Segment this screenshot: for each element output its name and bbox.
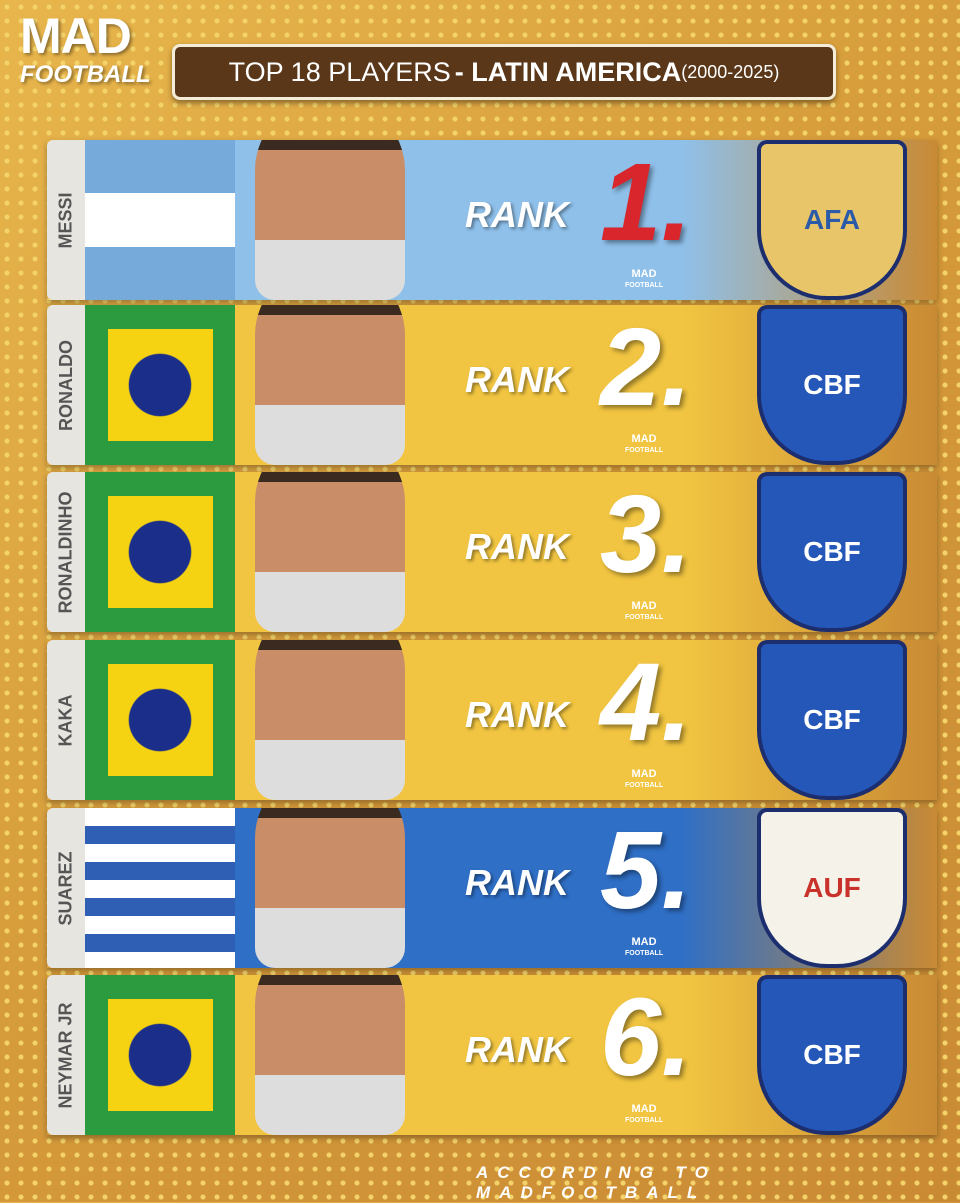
watermark-line2: FOOTBALL <box>625 447 664 454</box>
federation-badge-icon: AUF <box>757 808 907 968</box>
rank-band: RANK 4. MAD FOOTBALL CBF <box>85 640 937 800</box>
watermark-line2: FOOTBALL <box>625 950 664 957</box>
rank-band: RANK 5. MAD FOOTBALL AUF <box>85 808 937 968</box>
rank-band: RANK 6. MAD FOOTBALL CBF <box>85 975 937 1135</box>
rank-label: RANK <box>465 194 569 235</box>
watermark: MAD FOOTBALL <box>625 768 663 790</box>
watermark-line1: MAD <box>631 936 657 948</box>
player-name: RONALDO <box>55 339 76 431</box>
watermark-line1: MAD <box>631 268 657 280</box>
federation-badge-icon: CBF <box>757 640 907 800</box>
player-photo <box>255 305 405 465</box>
footer-credit: ACCORDING TO MADFOOTBALL <box>476 1163 717 1202</box>
watermark-line1: MAD <box>631 768 657 780</box>
badge-text: AUF <box>803 872 861 903</box>
madfootball-logo: MAD FOOTBALL <box>20 10 151 88</box>
rank-label: RANK <box>465 1029 569 1070</box>
rank-band: RANK 3. MAD FOOTBALL CBF <box>85 472 937 632</box>
watermark-line2: FOOTBALL <box>625 782 664 789</box>
player-name: RONALDINHO <box>55 491 76 613</box>
player-name: MESSI <box>55 191 76 249</box>
rank-label: RANK <box>465 862 569 903</box>
player-name: KAKA <box>55 694 76 746</box>
rank-number: 6. <box>600 976 692 1099</box>
page-title: TOP 18 PLAYERS - LATIN AMERICA (2000-202… <box>172 44 836 100</box>
badge-text: CBF <box>803 536 861 567</box>
rank-number: 3. <box>600 473 692 596</box>
player-row: MESSI RANK 1. MAD FOOTBALL AFA <box>47 140 937 300</box>
badge-text: CBF <box>803 369 861 400</box>
rank-label: RANK <box>465 359 569 400</box>
player-name-tab: MESSI <box>47 140 85 300</box>
federation-badge-icon: CBF <box>757 975 907 1135</box>
player-name-tab: NEYMAR JR <box>47 975 85 1135</box>
rank-number: 1. <box>600 141 692 264</box>
badge-text: CBF <box>803 704 861 735</box>
watermark-line1: MAD <box>631 600 657 612</box>
player-name-tab: RONALDO <box>47 305 85 465</box>
federation-badge-icon: CBF <box>757 472 907 632</box>
title-part2: - LATIN AMERICA <box>454 56 682 87</box>
badge-text: AFA <box>804 204 860 235</box>
player-name-tab: KAKA <box>47 640 85 800</box>
logo-line1: MAD <box>20 8 132 64</box>
watermark-line1: MAD <box>631 433 657 445</box>
logo-line2: FOOTBALL <box>20 61 151 88</box>
player-name-tab: SUAREZ <box>47 808 85 968</box>
watermark: MAD FOOTBALL <box>625 600 663 622</box>
brazil-flag-icon <box>85 305 235 465</box>
rank-number: 4. <box>600 641 692 764</box>
watermark: MAD FOOTBALL <box>625 1103 663 1125</box>
federation-badge-icon: CBF <box>757 305 907 465</box>
player-photo <box>255 808 405 968</box>
federation-badge-icon: AFA <box>757 140 907 300</box>
player-row: NEYMAR JR RANK 6. MAD FOOTBALL CBF <box>47 975 937 1135</box>
player-row: RONALDINHO RANK 3. MAD FOOTBALL CBF <box>47 472 937 632</box>
player-name: NEYMAR JR <box>55 1001 76 1109</box>
player-photo <box>255 975 405 1135</box>
watermark: MAD FOOTBALL <box>625 936 663 958</box>
watermark-line2: FOOTBALL <box>625 614 664 621</box>
player-row: KAKA RANK 4. MAD FOOTBALL CBF <box>47 640 937 800</box>
watermark-line1: MAD <box>631 1103 657 1115</box>
player-name-tab: RONALDINHO <box>47 472 85 632</box>
rank-band: RANK 1. MAD FOOTBALL AFA <box>85 140 937 300</box>
player-row: SUAREZ RANK 5. MAD FOOTBALL AUF <box>47 808 937 968</box>
watermark: MAD FOOTBALL <box>625 433 663 455</box>
title-part1: TOP 18 PLAYERS <box>228 56 451 87</box>
title-years: (2000-2025) <box>681 61 780 82</box>
rank-number: 5. <box>600 809 692 932</box>
player-photo <box>255 472 405 632</box>
badge-text: CBF <box>803 1039 861 1070</box>
player-photo <box>255 640 405 800</box>
brazil-flag-icon <box>85 975 235 1135</box>
brazil-flag-icon <box>85 472 235 632</box>
watermark-line2: FOOTBALL <box>625 1117 664 1124</box>
player-name: SUAREZ <box>55 850 76 926</box>
player-row: RONALDO RANK 2. MAD FOOTBALL CBF <box>47 305 937 465</box>
watermark: MAD FOOTBALL <box>625 268 663 290</box>
brazil-flag-icon <box>85 640 235 800</box>
player-photo <box>255 140 405 300</box>
uruguay-flag-icon <box>85 808 235 968</box>
argentina-flag-icon <box>85 140 235 300</box>
watermark-line2: FOOTBALL <box>625 282 664 289</box>
rank-label: RANK <box>465 694 569 735</box>
rank-number: 2. <box>600 306 692 429</box>
rank-label: RANK <box>465 526 569 567</box>
rank-band: RANK 2. MAD FOOTBALL CBF <box>85 305 937 465</box>
